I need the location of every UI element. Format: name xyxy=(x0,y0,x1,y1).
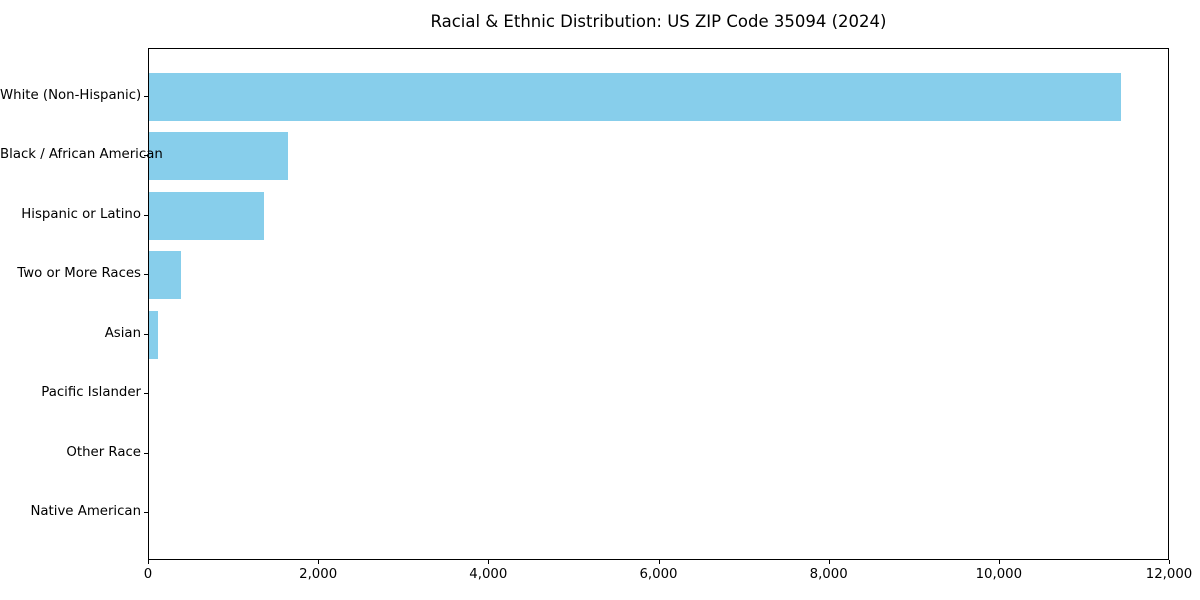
x-tick-mark xyxy=(318,560,320,564)
bar xyxy=(149,191,264,240)
y-tick-mark xyxy=(144,96,148,97)
x-tick-label: 6,000 xyxy=(639,567,678,582)
plot-area xyxy=(148,48,1169,560)
x-tick-mark xyxy=(828,560,830,564)
x-tick-label: 2,000 xyxy=(299,567,338,582)
x-tick-label: 12,000 xyxy=(1145,567,1193,582)
y-tick-label: Pacific Islander xyxy=(41,385,141,401)
x-tick-mark xyxy=(148,560,149,564)
y-tick-label: Black / African American xyxy=(0,147,163,163)
y-tick-mark xyxy=(144,155,148,157)
y-tick-mark xyxy=(144,512,148,513)
bar xyxy=(149,310,158,359)
y-tick-label: Asian xyxy=(104,325,141,341)
y-tick-mark xyxy=(144,452,148,454)
y-tick-mark xyxy=(144,333,148,335)
y-tick-label: Two or More Races xyxy=(17,266,141,282)
x-tick-mark xyxy=(1169,560,1170,564)
x-tick-mark xyxy=(998,560,1000,564)
y-tick-mark xyxy=(144,274,148,276)
x-tick-mark xyxy=(488,560,490,564)
bar xyxy=(149,132,288,181)
y-tick-label: White (Non-Hispanic) xyxy=(0,88,142,103)
chart-title: Racial & Ethnic Distribution: US ZIP Cod… xyxy=(430,12,887,31)
bar xyxy=(149,73,1121,121)
y-tick-label: Hispanic or Latino xyxy=(21,206,141,222)
x-tick-label: 4,000 xyxy=(469,567,508,582)
x-tick-label: 8,000 xyxy=(809,567,848,582)
y-tick-label: Other Race xyxy=(66,444,141,460)
x-tick-mark xyxy=(658,560,660,564)
y-tick-mark xyxy=(144,393,148,395)
y-tick-mark xyxy=(144,214,148,216)
bar xyxy=(149,251,182,300)
x-tick-label: 0 xyxy=(143,567,153,582)
y-tick-label: Native American xyxy=(30,504,141,519)
x-tick-label: 10,000 xyxy=(975,567,1023,582)
